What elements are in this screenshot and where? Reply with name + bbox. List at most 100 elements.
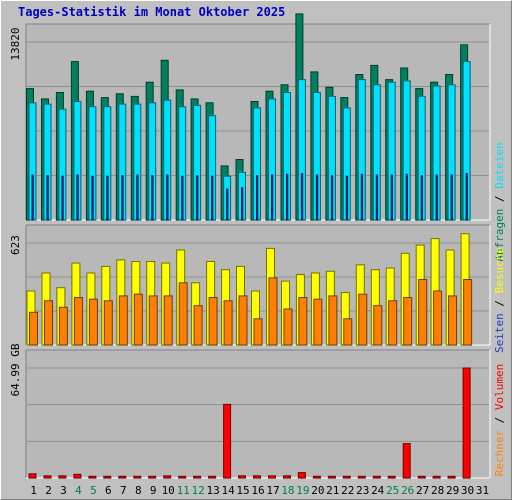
legend-separator: / bbox=[493, 293, 506, 313]
bar-rechner-day-22 bbox=[343, 318, 353, 346]
bar-rechner-day-8 bbox=[133, 293, 143, 346]
bar-rechner-day-6 bbox=[103, 300, 113, 346]
bar-volumen-day-26 bbox=[402, 443, 411, 479]
bar-seiten-day-12 bbox=[196, 175, 199, 221]
x-tick-label-12: 12 bbox=[191, 484, 204, 497]
bar-seiten-day-3 bbox=[61, 175, 64, 221]
bar-seiten-day-4 bbox=[76, 174, 79, 221]
x-tick-label-1: 1 bbox=[30, 484, 37, 497]
bar-volumen-day-8 bbox=[133, 475, 142, 479]
x-tick-label-26: 26 bbox=[401, 484, 414, 497]
plot-area-bottom bbox=[26, 350, 490, 478]
x-tick-label-29: 29 bbox=[446, 484, 459, 497]
x-tick-label-19: 19 bbox=[296, 484, 309, 497]
legend-separator: / bbox=[493, 189, 506, 209]
x-tick-label-15: 15 bbox=[236, 484, 249, 497]
bar-volumen-day-1 bbox=[28, 473, 37, 479]
bar-seiten-day-17 bbox=[271, 174, 274, 221]
bar-seiten-day-10 bbox=[166, 174, 169, 221]
x-tick-label-17: 17 bbox=[266, 484, 279, 497]
x-tick-label-23: 23 bbox=[356, 484, 369, 497]
x-tick-label-25: 25 bbox=[386, 484, 399, 497]
bar-seiten-day-6 bbox=[106, 175, 109, 221]
bar-seiten-day-21 bbox=[330, 175, 334, 221]
ymax-label-bottom: 64.99 GB bbox=[9, 343, 22, 396]
x-tick-label-3: 3 bbox=[60, 484, 67, 497]
bar-seiten-day-8 bbox=[136, 174, 139, 221]
bar-volumen-day-21 bbox=[327, 475, 336, 479]
bar-rechner-day-18 bbox=[283, 308, 293, 346]
bar-seiten-day-15 bbox=[241, 187, 244, 221]
bar-volumen-day-15 bbox=[238, 475, 246, 479]
bar-seiten-day-18 bbox=[286, 173, 289, 221]
x-tick-label-27: 27 bbox=[416, 484, 429, 497]
bar-volumen-day-12 bbox=[193, 475, 202, 479]
bar-volumen-day-9 bbox=[148, 475, 157, 479]
x-tick-label-30: 30 bbox=[461, 484, 474, 497]
bar-rechner-day-29 bbox=[448, 295, 458, 346]
bar-seiten-day-23 bbox=[360, 173, 364, 221]
bar-rechner-day-10 bbox=[163, 295, 173, 346]
bar-volumen-day-19 bbox=[297, 472, 306, 479]
bar-seiten-day-19 bbox=[300, 173, 304, 221]
legend-rechner: Rechner bbox=[493, 430, 506, 477]
x-tick-label-2: 2 bbox=[45, 484, 52, 497]
x-tick-label-24: 24 bbox=[371, 484, 385, 497]
bar-rechner-day-27 bbox=[418, 279, 428, 346]
bar-seiten-day-22 bbox=[345, 175, 349, 221]
bar-rechner-day-19 bbox=[298, 297, 308, 346]
x-tick-label-31: 31 bbox=[476, 484, 489, 497]
bar-volumen-day-6 bbox=[103, 475, 112, 479]
legend-seiten: Seiten bbox=[493, 313, 506, 353]
x-tick-label-22: 22 bbox=[341, 484, 354, 497]
bar-rechner-day-24 bbox=[373, 305, 383, 346]
bar-volumen-day-23 bbox=[357, 475, 366, 479]
x-tick-label-13: 13 bbox=[206, 484, 219, 497]
bar-volumen-day-29 bbox=[447, 475, 456, 479]
x-tick-label-4: 4 bbox=[75, 484, 82, 497]
x-tick-label-9: 9 bbox=[150, 484, 157, 497]
bar-seiten-day-11 bbox=[181, 175, 184, 221]
bar-rechner-day-5 bbox=[88, 298, 98, 346]
ymax-label-middle: 623 bbox=[9, 235, 22, 255]
bar-rechner-day-4 bbox=[73, 297, 83, 346]
legend-dateien: Dateien bbox=[493, 142, 506, 188]
x-tick-label-6: 6 bbox=[105, 484, 112, 497]
x-tick-label-11: 11 bbox=[177, 484, 190, 497]
x-tick-label-20: 20 bbox=[311, 484, 324, 497]
bar-rechner-day-13 bbox=[208, 297, 218, 346]
x-tick-label-14: 14 bbox=[221, 484, 235, 497]
bar-seiten-day-20 bbox=[315, 174, 319, 221]
x-tick-label-16: 16 bbox=[251, 484, 264, 497]
bar-seiten-day-2 bbox=[46, 175, 49, 221]
bar-rechner-day-3 bbox=[58, 306, 68, 346]
ymax-label-top: 13820 bbox=[9, 27, 22, 60]
bar-rechner-day-26 bbox=[403, 297, 413, 346]
bar-volumen-day-10 bbox=[163, 475, 172, 479]
bar-volumen-day-25 bbox=[387, 475, 396, 479]
bar-rechner-day-14 bbox=[223, 300, 233, 346]
legend-besuche: Besuche bbox=[493, 247, 506, 293]
bar-seiten-day-24 bbox=[375, 174, 379, 221]
bar-seiten-day-14 bbox=[226, 188, 229, 221]
bar-volumen-day-5 bbox=[88, 475, 97, 479]
bar-volumen-day-14 bbox=[223, 403, 232, 479]
bar-volumen-day-2 bbox=[43, 475, 52, 479]
x-tick-label-28: 28 bbox=[431, 484, 444, 497]
x-tick-label-10: 10 bbox=[162, 484, 175, 497]
bar-rechner-day-9 bbox=[148, 295, 158, 346]
bar-rechner-day-25 bbox=[388, 300, 398, 346]
bar-seiten-day-9 bbox=[151, 175, 154, 221]
bar-rechner-day-2 bbox=[44, 300, 53, 346]
bar-rechner-day-15 bbox=[238, 295, 248, 346]
bar-rechner-day-20 bbox=[313, 298, 323, 346]
bar-rechner-day-30 bbox=[463, 279, 473, 346]
legend-group: Rechner / Volumen bbox=[493, 364, 506, 477]
x-tick-label-18: 18 bbox=[281, 484, 294, 497]
bar-seiten-day-7 bbox=[121, 175, 124, 221]
bar-seiten-day-1 bbox=[31, 174, 34, 221]
bar-rechner-day-28 bbox=[433, 290, 443, 346]
bar-volumen-day-20 bbox=[312, 475, 321, 479]
bar-rechner-day-11 bbox=[178, 282, 188, 346]
